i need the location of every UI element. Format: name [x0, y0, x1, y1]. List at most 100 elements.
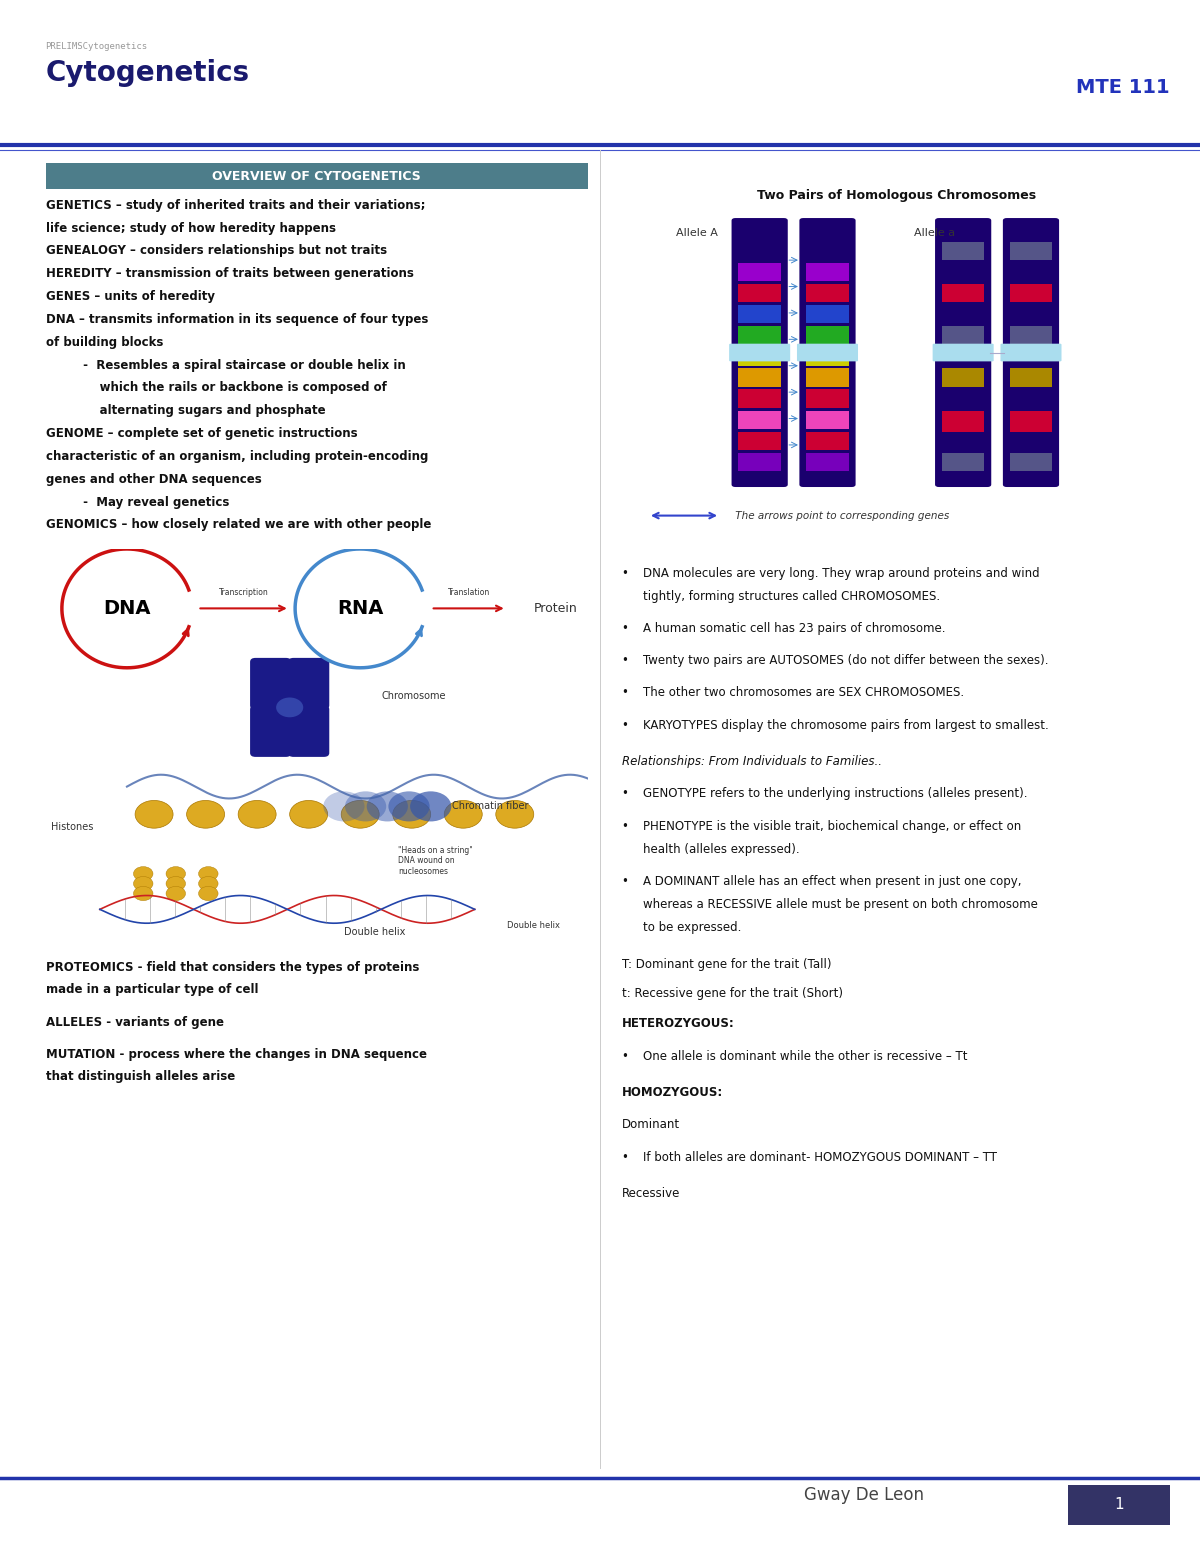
Circle shape	[166, 876, 186, 891]
Bar	[738, 326, 781, 345]
Bar	[738, 242, 781, 261]
FancyBboxPatch shape	[732, 217, 787, 488]
Text: HETEROZYGOUS:: HETEROZYGOUS:	[622, 1017, 734, 1030]
Bar	[738, 368, 781, 387]
Bar	[738, 262, 781, 281]
Text: •: •	[622, 719, 629, 731]
Text: PROTEOMICS - field that considers the types of proteins: PROTEOMICS - field that considers the ty…	[46, 961, 419, 974]
Bar	[806, 326, 848, 345]
Text: HEREDITY – transmission of traits between generations: HEREDITY – transmission of traits betwee…	[46, 267, 414, 280]
Text: "Heads on a string"
DNA wound on
nucleosomes: "Heads on a string" DNA wound on nucleos…	[398, 846, 473, 876]
Bar	[738, 304, 781, 323]
FancyBboxPatch shape	[932, 343, 994, 362]
Text: tightly, forming structures called CHROMOSOMES.: tightly, forming structures called CHROM…	[643, 590, 941, 603]
Bar	[806, 304, 848, 323]
FancyBboxPatch shape	[1068, 1485, 1170, 1525]
Bar	[738, 410, 781, 429]
Bar	[806, 410, 848, 429]
Circle shape	[444, 800, 482, 828]
Text: One allele is dominant while the other is recessive – Tt: One allele is dominant while the other i…	[643, 1050, 967, 1062]
Circle shape	[276, 697, 304, 717]
Bar	[1009, 284, 1052, 303]
Bar	[806, 348, 848, 365]
Circle shape	[496, 800, 534, 828]
FancyBboxPatch shape	[250, 658, 292, 710]
Circle shape	[187, 800, 224, 828]
Bar	[806, 453, 848, 472]
Text: t: Recessive gene for the trait (Short): t: Recessive gene for the trait (Short)	[622, 988, 842, 1000]
Circle shape	[389, 792, 430, 822]
Bar	[1009, 453, 1052, 472]
Circle shape	[238, 800, 276, 828]
Text: •: •	[622, 1151, 629, 1163]
Bar	[806, 390, 848, 408]
Text: Allele a: Allele a	[913, 228, 955, 238]
Bar	[1009, 326, 1052, 345]
Text: -  May reveal genetics: - May reveal genetics	[46, 495, 229, 508]
Text: Chromatin fiber: Chromatin fiber	[452, 801, 529, 811]
Text: Relationships: From Individuals to Families..: Relationships: From Individuals to Famil…	[622, 755, 882, 769]
Bar	[806, 432, 848, 450]
Text: of building blocks: of building blocks	[46, 335, 163, 349]
Text: DNA molecules are very long. They wrap around proteins and wind: DNA molecules are very long. They wrap a…	[643, 567, 1040, 579]
Text: •: •	[622, 567, 629, 579]
Text: PHENOTYPE is the visible trait, biochemical change, or effect on: PHENOTYPE is the visible trait, biochemi…	[643, 820, 1021, 832]
Bar	[738, 390, 781, 408]
Bar	[806, 284, 848, 303]
Text: Dominant: Dominant	[622, 1118, 679, 1132]
Circle shape	[323, 792, 365, 822]
Bar	[1009, 410, 1052, 432]
Text: GENOTYPE refers to the underlying instructions (alleles present).: GENOTYPE refers to the underlying instru…	[643, 787, 1027, 800]
Bar	[942, 410, 984, 432]
Bar	[942, 242, 984, 261]
Circle shape	[133, 876, 152, 891]
Circle shape	[198, 876, 218, 891]
Circle shape	[392, 800, 431, 828]
Text: A DOMINANT allele has an effect when present in just one copy,: A DOMINANT allele has an effect when pre…	[643, 874, 1021, 888]
FancyBboxPatch shape	[46, 163, 588, 189]
Text: RNA: RNA	[337, 599, 383, 618]
Text: GENEALOGY – considers relationships but not traits: GENEALOGY – considers relationships but …	[46, 244, 386, 258]
Text: ALLELES - variants of gene: ALLELES - variants of gene	[46, 1016, 223, 1028]
Text: which the rails or backbone is composed of: which the rails or backbone is composed …	[46, 382, 386, 394]
Text: •: •	[622, 654, 629, 668]
Text: DNA – transmits information in its sequence of four types: DNA – transmits information in its seque…	[46, 314, 428, 326]
FancyBboxPatch shape	[730, 343, 790, 362]
Circle shape	[133, 887, 152, 901]
Circle shape	[198, 867, 218, 881]
FancyBboxPatch shape	[1003, 217, 1060, 488]
Text: Cytogenetics: Cytogenetics	[46, 59, 250, 87]
Bar	[738, 284, 781, 303]
Text: GENETICS – study of inherited traits and their variations;: GENETICS – study of inherited traits and…	[46, 199, 425, 211]
Text: Transcription: Transcription	[218, 587, 269, 596]
Bar	[942, 453, 984, 472]
Text: Chromosome: Chromosome	[382, 691, 446, 700]
Circle shape	[367, 792, 408, 822]
Text: alternating sugars and phosphate: alternating sugars and phosphate	[46, 404, 325, 418]
Bar	[806, 262, 848, 281]
Bar	[942, 368, 984, 387]
Text: Histones: Histones	[52, 822, 94, 832]
Text: •: •	[622, 787, 629, 800]
Circle shape	[341, 800, 379, 828]
Text: whereas a RECESSIVE allele must be present on both chromosome: whereas a RECESSIVE allele must be prese…	[643, 898, 1038, 910]
Text: Double helix: Double helix	[344, 927, 406, 936]
Circle shape	[198, 887, 218, 901]
Bar	[738, 432, 781, 450]
Text: Twenty two pairs are AUTOSOMES (do not differ between the sexes).: Twenty two pairs are AUTOSOMES (do not d…	[643, 654, 1049, 668]
Text: HOMOZYGOUS:: HOMOZYGOUS:	[622, 1086, 722, 1100]
Bar	[806, 368, 848, 387]
Text: GENOMICS – how closely related we are with other people: GENOMICS – how closely related we are wi…	[46, 519, 431, 531]
Text: •: •	[622, 1050, 629, 1062]
Bar	[1009, 368, 1052, 387]
Text: genes and other DNA sequences: genes and other DNA sequences	[46, 472, 262, 486]
Text: OVERVIEW OF CYTOGENETICS: OVERVIEW OF CYTOGENETICS	[212, 169, 421, 183]
Bar	[738, 453, 781, 472]
Circle shape	[133, 867, 152, 881]
Text: The other two chromosomes are SEX CHROMOSOMES.: The other two chromosomes are SEX CHROMO…	[643, 686, 965, 699]
Circle shape	[166, 867, 186, 881]
Text: GENOME – complete set of genetic instructions: GENOME – complete set of genetic instruc…	[46, 427, 358, 439]
Circle shape	[166, 887, 186, 901]
Text: to be expressed.: to be expressed.	[643, 921, 742, 933]
Text: •: •	[622, 686, 629, 699]
